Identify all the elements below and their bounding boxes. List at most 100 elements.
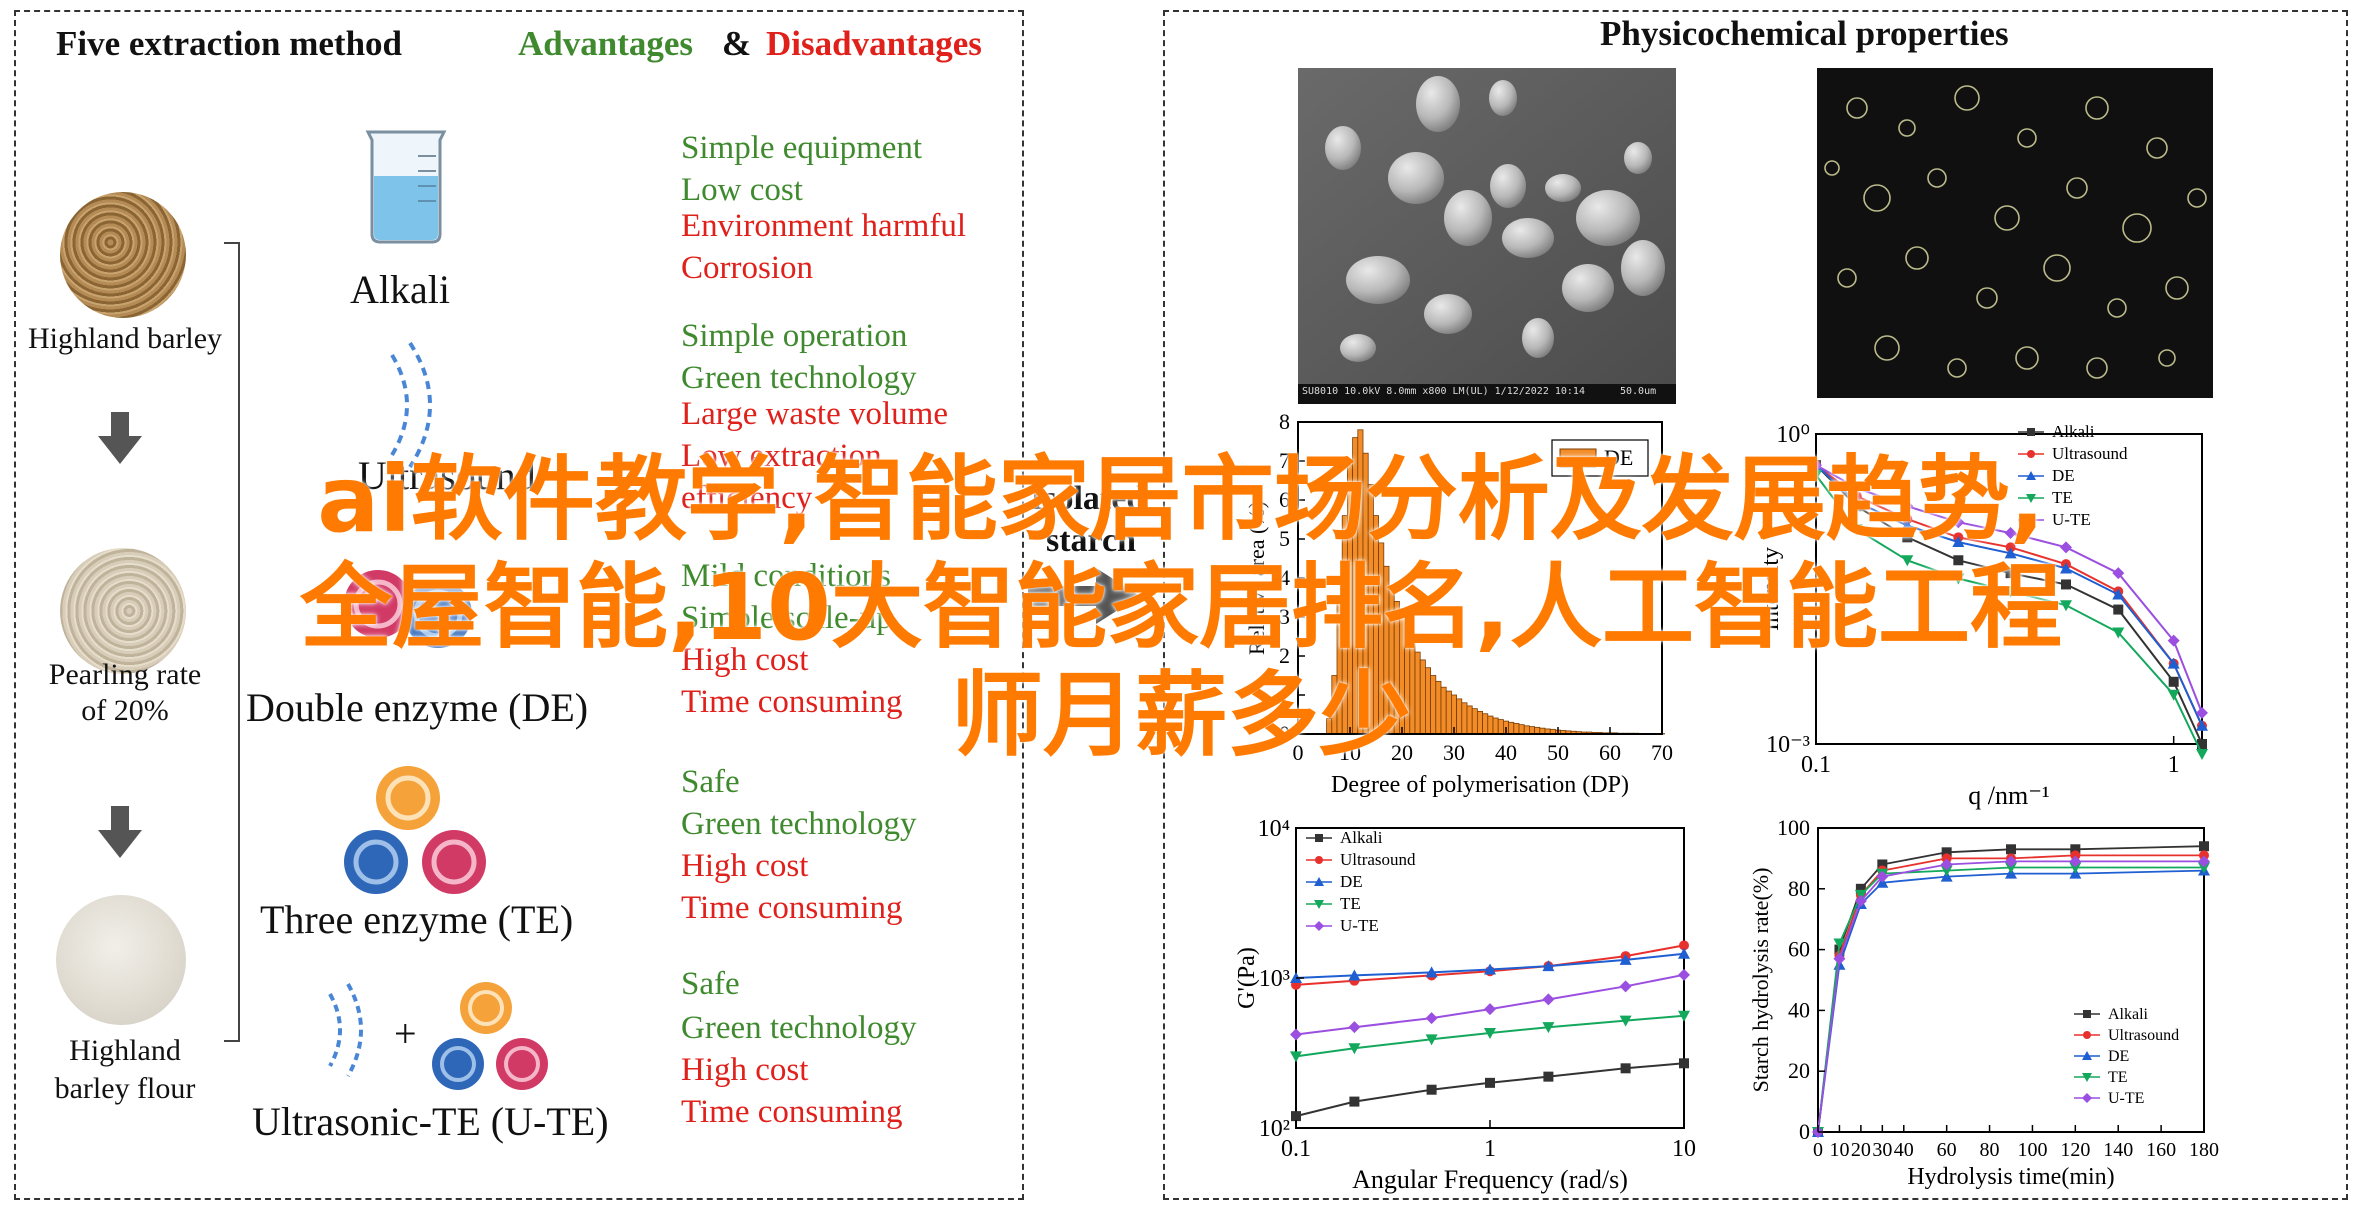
x-tick-label: 100 [2017, 1139, 2047, 1161]
legend-label: U-TE [1340, 916, 1379, 935]
data-point [2167, 689, 2180, 701]
y-tick-label: 8 [1279, 412, 1290, 434]
histogram-bar [1404, 628, 1411, 735]
data-point [2061, 579, 2072, 590]
x-tick-label: 160 [2146, 1139, 2176, 1161]
starch-granule [2085, 96, 2109, 120]
bracket-line [224, 242, 240, 1042]
method-ultrasound-label: Ultrasound [358, 453, 536, 498]
ampersand: & [722, 24, 752, 63]
data-point [1619, 1015, 1632, 1027]
y-tick-label: 5 [1279, 526, 1290, 551]
data-point [2004, 547, 2017, 559]
data-point [1952, 536, 1965, 548]
y-axis-label: G'(Pa) [1234, 947, 1260, 1009]
ute-pro-1: Safe [681, 966, 740, 1002]
barley-flour-label-2: barley flour [54, 1072, 196, 1105]
data-point [1810, 470, 1822, 482]
histogram-bar [1388, 585, 1395, 735]
data-point [2112, 627, 2125, 639]
data-point [1620, 1063, 1631, 1074]
starch-granule [2086, 357, 2108, 379]
starch-granule [1954, 85, 1980, 111]
histogram-bar [1409, 639, 1416, 735]
ultrasound-con-1: Large waste volume [681, 396, 948, 432]
data-point [2167, 634, 2180, 647]
ultrasound-waves-icon [372, 335, 462, 475]
ultrasound-pro-1: Simple operation [681, 318, 908, 354]
data-point [2113, 604, 2124, 615]
data-point [2060, 562, 2073, 574]
highland-barley-image [60, 192, 186, 318]
hydrolysis-chart: 0 10 20 30 40 60 80 100 120 140 160 180020406080100… [1748, 815, 2219, 1190]
te-con-2: Time consuming [681, 890, 903, 926]
saxs-chart: 0.1 1 10⁻³ 10⁰ q /nm⁻¹ Intensity Alkali Ultraso… [1758, 422, 2208, 810]
method-ute-label: Ultrasonic-TE (U-TE) [252, 1099, 609, 1144]
physicochemical-panel [1163, 10, 2348, 1200]
x-tick-label: 20 [1851, 1139, 1871, 1161]
data-point [1902, 514, 1913, 525]
te-pro-2: Green technology [681, 806, 917, 842]
histogram-bar [1362, 452, 1369, 735]
x-axis-label: Angular Frequency (rad/s) [1352, 1165, 1628, 1194]
data-point [2027, 428, 2035, 436]
histogram-bar [1471, 708, 1478, 735]
ultrasound-pro-2: Green technology [681, 360, 917, 396]
x-tick-label: 120 [2060, 1139, 2090, 1161]
data-point [2005, 862, 2017, 874]
data-point [2005, 568, 2016, 579]
pearling-rate-label-2: of 20% [81, 694, 169, 727]
data-point [2197, 739, 2207, 749]
x-tick-label: 0.1 [1281, 1136, 1311, 1162]
plot-frame [1815, 433, 2203, 745]
histogram-bar [1357, 429, 1364, 735]
histogram-bar [1456, 698, 1463, 735]
y-tick-label: 40 [1788, 997, 1810, 1022]
data-point [2060, 541, 2073, 554]
down-arrow-icon [98, 806, 142, 858]
histogram-bar [1518, 724, 1525, 735]
data-point [2069, 855, 2082, 868]
histogram-bar [1367, 484, 1374, 735]
highland-barley-label: Highland barley [27, 322, 223, 355]
series-line [1817, 854, 2204, 1133]
data-point [1619, 953, 1632, 965]
data-point [1315, 856, 1323, 864]
x-tick-label: 10 [1672, 1136, 1696, 1162]
de-pro-1: Mild conditions [681, 558, 891, 594]
starch-granule [2165, 276, 2189, 300]
series-line [1817, 869, 2205, 1133]
x-tick-label: 0 [1293, 740, 1304, 765]
polarized-micrograph [1817, 68, 2213, 398]
beaker-icon [358, 126, 454, 246]
ultrasonic-waves-icon [316, 980, 376, 1080]
data-point [1348, 969, 1361, 981]
dp-histogram-chart: 0 10 20 30 40 50 60 70 0 1 2 3 4 5 6 7 8 Degree of polyme… [1244, 412, 1673, 798]
data-point [2198, 862, 2210, 874]
data-point [1348, 1043, 1361, 1055]
y-tick-label: 0 [1799, 1119, 1810, 1144]
starch-granule [2043, 254, 2071, 282]
starch-granule [1898, 119, 1916, 137]
data-point [1941, 853, 1952, 864]
data-point [2070, 844, 2081, 855]
data-point [1485, 1077, 1495, 1088]
histogram-bar [1461, 702, 1468, 735]
histogram-bar [1336, 597, 1343, 735]
series-line [1817, 860, 2204, 1133]
histogram-bar [1497, 719, 1504, 735]
data-point [1484, 1027, 1496, 1039]
data-point [1425, 1034, 1438, 1046]
pearling-rate-label-1: Pearling rate [48, 658, 202, 691]
data-point [1940, 865, 1953, 877]
histogram-bar [1466, 705, 1473, 735]
data-point [1484, 963, 1496, 975]
data-point [1901, 519, 1914, 531]
y-tick-label: 60 [1788, 937, 1810, 962]
histogram-bar [1508, 721, 1515, 735]
data-point [2196, 706, 2208, 719]
x-tick-label: 30 [1872, 1139, 1892, 1161]
data-point [1940, 858, 1953, 871]
data-point [1952, 516, 1965, 529]
data-point [2083, 1010, 2091, 1018]
